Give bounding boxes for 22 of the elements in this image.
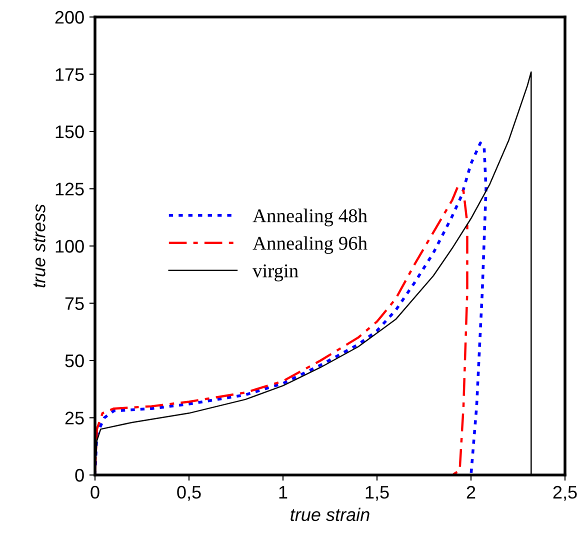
y-tick-label: 125 xyxy=(56,182,84,196)
x-tick-label: 0,5 xyxy=(177,486,201,501)
y-tick-label: 75 xyxy=(65,297,84,310)
x-tick-label: 2,5 xyxy=(553,486,577,501)
x-axis-title: true strain xyxy=(290,508,370,522)
y-tick-label: 50 xyxy=(65,354,84,368)
y-tick-label: 25 xyxy=(65,412,84,424)
line-series xyxy=(95,142,488,475)
legend-label: Annealing 48h xyxy=(252,208,368,226)
x-tick-label: 1 xyxy=(279,486,288,498)
y-tick-label: 200 xyxy=(55,10,84,24)
x-tick-label: 1,5 xyxy=(366,486,389,501)
legend-label: Annealing 96h xyxy=(252,236,368,254)
legend-label: virgin xyxy=(252,264,298,282)
y-axis-title: true stress xyxy=(33,204,46,288)
y-tick-label: 175 xyxy=(56,68,84,81)
x-tick-label: 0 xyxy=(90,486,100,499)
x-tick-label: 2 xyxy=(466,486,476,498)
y-tick-label: 100 xyxy=(56,240,84,253)
y-tick-label: 150 xyxy=(56,125,84,138)
line-series xyxy=(95,185,468,475)
y-tick-label: 0 xyxy=(75,468,84,482)
